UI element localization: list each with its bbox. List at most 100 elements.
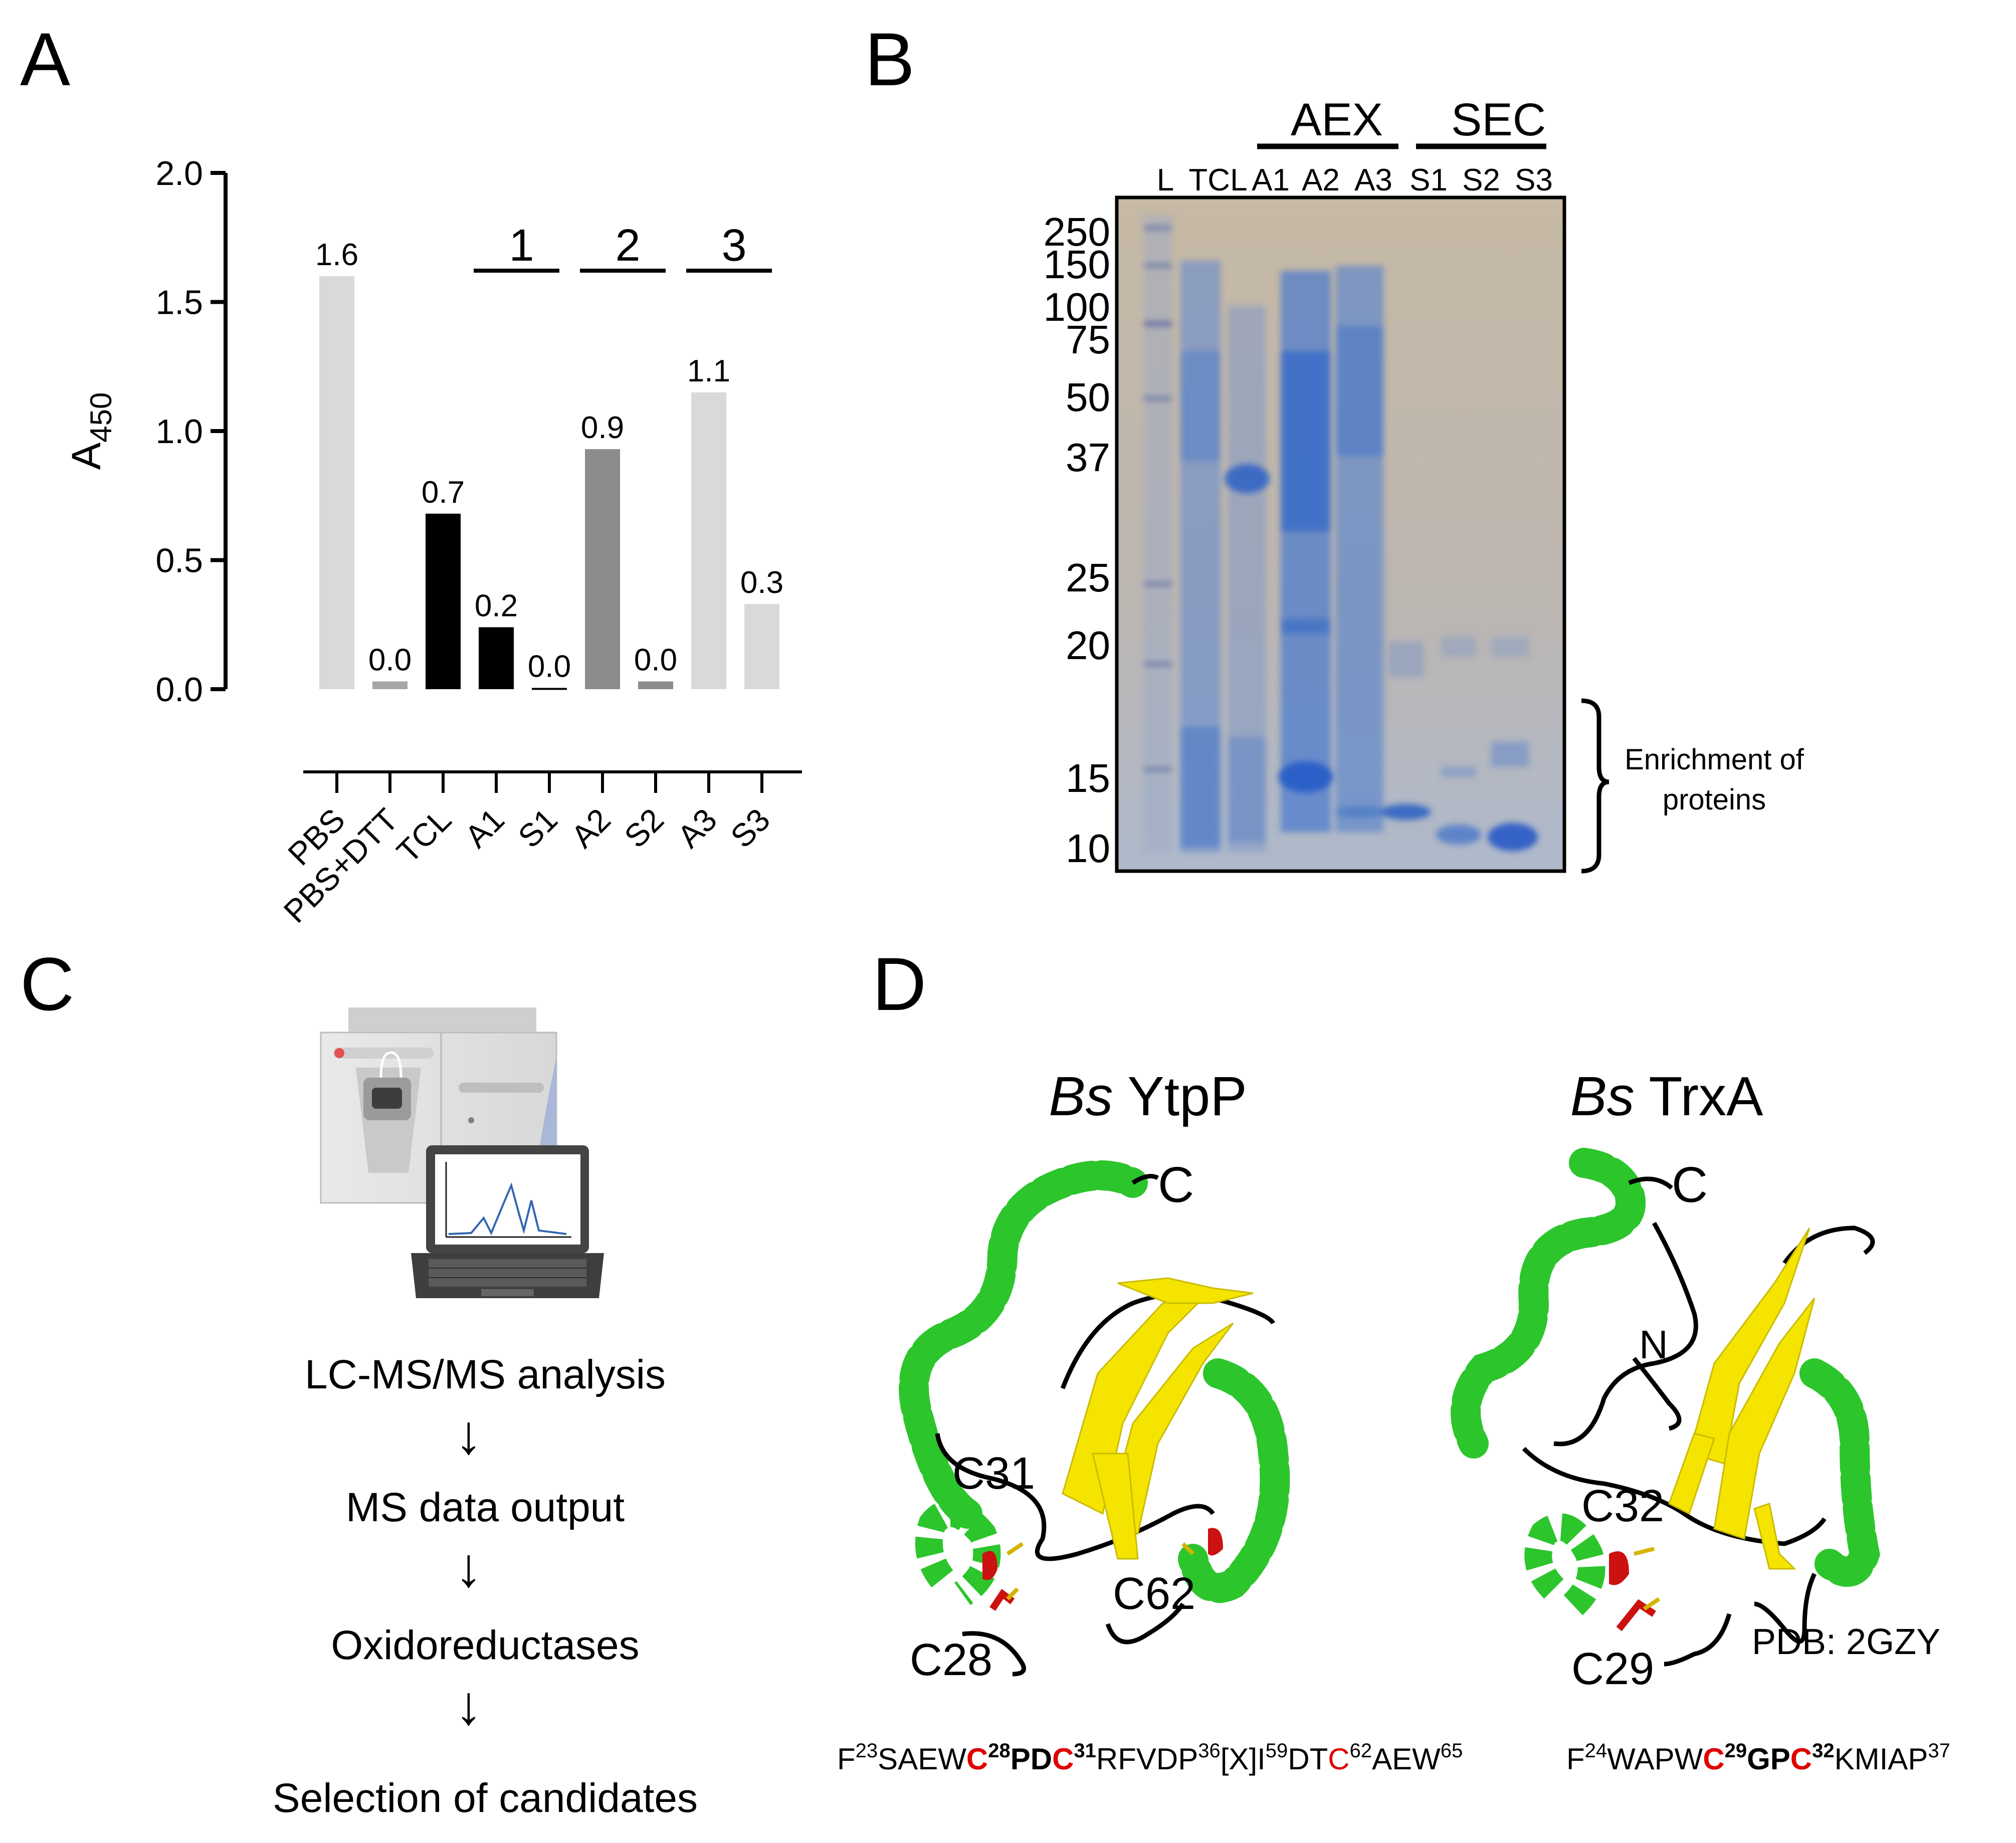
trxa-n-term-label: N: [1639, 1322, 1668, 1367]
x-tick-label: S2: [618, 801, 671, 855]
bar-value-label: 0.3: [740, 565, 783, 600]
bar-a2: [585, 449, 620, 689]
bar-value-label: 0.0: [368, 643, 412, 678]
bar-value-label: 0.9: [581, 411, 624, 445]
ytpp-title: Bs YtpP: [1049, 1066, 1247, 1127]
bar-tcl: [426, 513, 461, 689]
ytpp-c28-label: C28: [910, 1635, 992, 1685]
marker-label: 50: [1066, 375, 1110, 420]
bar-value-label: 0.0: [634, 643, 677, 678]
ytpp-c62-label: C62: [1113, 1569, 1195, 1619]
panel-c: C: [20, 942, 698, 1821]
lane-labels: L TCL A1 A2 A3 S1 S2 S3: [1157, 163, 1553, 197]
trxa-structure: [1451, 1148, 1880, 1667]
workflow-steps: LC-MS/MS analysis ↓ MS data output ↓ Oxidore…: [273, 1352, 698, 1821]
bar-a3: [691, 392, 726, 689]
bar-a1: [479, 627, 514, 689]
marker-label: 250: [1044, 210, 1110, 254]
lane-label: S2: [1462, 163, 1500, 197]
lane-label: A2: [1302, 163, 1340, 197]
group-bracket-label: 3: [721, 221, 746, 271]
marker-label: 20: [1066, 623, 1110, 668]
bar-s3: [744, 604, 779, 689]
bar-value-labels: 1.6 0.0 0.7 0.2 0.0 0.9 0.0 1.1 0.3: [315, 238, 783, 684]
x-tick-label: TCL: [389, 801, 458, 870]
bar-s2: [638, 681, 673, 689]
ytpp-sequence: F23SAEWC28PDC31RFVDP36[X]I59DTC62AEW65: [837, 1740, 1463, 1776]
marker-label: 75: [1066, 317, 1110, 362]
bars: [319, 276, 779, 690]
aex-header: AEX: [1291, 94, 1383, 145]
x-tick-label: A2: [564, 801, 618, 855]
y-axis-label: A450: [64, 392, 118, 470]
workflow-step: Selection of candidates: [273, 1775, 698, 1821]
marker-label: 15: [1066, 756, 1110, 800]
marker-label: 150: [1044, 242, 1110, 287]
gel-image: [1115, 195, 1566, 873]
marker-label: 10: [1066, 826, 1110, 871]
bar-value-label: 1.6: [315, 238, 358, 272]
workflow-arrow: ↓: [455, 1404, 483, 1466]
x-tick-label: A3: [671, 801, 724, 855]
y-tick-label: 2.0: [155, 154, 203, 192]
trxa-c-term-label: C: [1672, 1157, 1708, 1213]
panel-a: A 0.00.51.01.52.0 1.60.00.70.20.00.90.01…: [20, 17, 802, 930]
panel-a-chart: 0.0 0.5 1.0 1.5 2.0 1.6 0.0 0.7 0.2 0.0 0.9 0.0 1.1…: [64, 154, 802, 930]
bar-s1: [532, 688, 567, 690]
enrichment-bracket: [1581, 698, 1609, 874]
y-ticks: 0.0 0.5 1.0 1.5 2.0: [155, 154, 226, 709]
lane-label: A3: [1354, 163, 1392, 197]
x-tick-label: A1: [458, 801, 511, 855]
lane-label: L: [1157, 163, 1174, 197]
trxa-c32-label: C32: [1581, 1481, 1664, 1531]
y-tick-label: 0.0: [155, 671, 203, 709]
sec-header: SEC: [1451, 94, 1546, 145]
group-bracket-label: 2: [615, 221, 640, 271]
lane-label: A1: [1252, 163, 1290, 197]
enrichment-label-line1: Enrichment of: [1625, 743, 1804, 776]
bar-value-label: 1.1: [687, 354, 730, 388]
x-tick-label: S3: [724, 801, 777, 855]
trxa-c29-label: C29: [1571, 1644, 1654, 1694]
lane-label: S1: [1409, 163, 1448, 197]
workflow-arrow: ↓: [455, 1675, 483, 1736]
enrichment-label-line2: proteins: [1663, 783, 1766, 816]
y-tick-label: 0.5: [155, 542, 203, 580]
bar-value-label: 0.0: [528, 649, 571, 684]
ytpp-structure: [899, 1160, 1290, 1677]
panel-c-letter: C: [20, 942, 74, 1026]
panel-d-letter: D: [872, 942, 926, 1026]
y-tick-label: 1.0: [155, 413, 203, 451]
panel-a-letter: A: [20, 17, 70, 101]
workflow-step: Oxidoreductases: [331, 1622, 639, 1668]
gel-frame: [1115, 195, 1566, 873]
marker-label: 25: [1066, 555, 1110, 600]
panel-d: D Bs YtpP Bs TrxA C C31 C62 C28: [837, 942, 1950, 1776]
marker-label: 100: [1044, 285, 1110, 329]
bar-value-label: 0.7: [422, 475, 465, 510]
ytpp-c-term-label: C: [1158, 1157, 1194, 1213]
lane-label: TCL: [1188, 163, 1247, 197]
laptop-icon: [411, 1145, 604, 1298]
group-brackets: 1 2 3: [474, 221, 772, 273]
trxa-sequence: F24WAPWC29GPC32KMIAP37: [1566, 1740, 1950, 1776]
x-tick-label: S1: [511, 801, 564, 855]
lane-label: S3: [1515, 163, 1553, 197]
workflow-step: MS data output: [346, 1485, 625, 1530]
bar-pbs-dtt: [372, 681, 408, 689]
ytpp-c31-label: C31: [952, 1449, 1035, 1499]
bar-value-label: 0.2: [475, 588, 518, 623]
y-tick-label: 1.5: [155, 284, 203, 322]
pdb-label: PDB: 2GZY: [1752, 1622, 1940, 1662]
workflow-step: LC-MS/MS analysis: [305, 1352, 666, 1397]
marker-label: 37: [1066, 435, 1110, 480]
panel-b-letter: B: [865, 17, 915, 101]
group-bracket-label: 1: [509, 221, 534, 271]
trxa-title: Bs TrxA: [1570, 1066, 1763, 1127]
workflow-arrow: ↓: [455, 1537, 483, 1598]
bar-pbs: [319, 276, 354, 689]
